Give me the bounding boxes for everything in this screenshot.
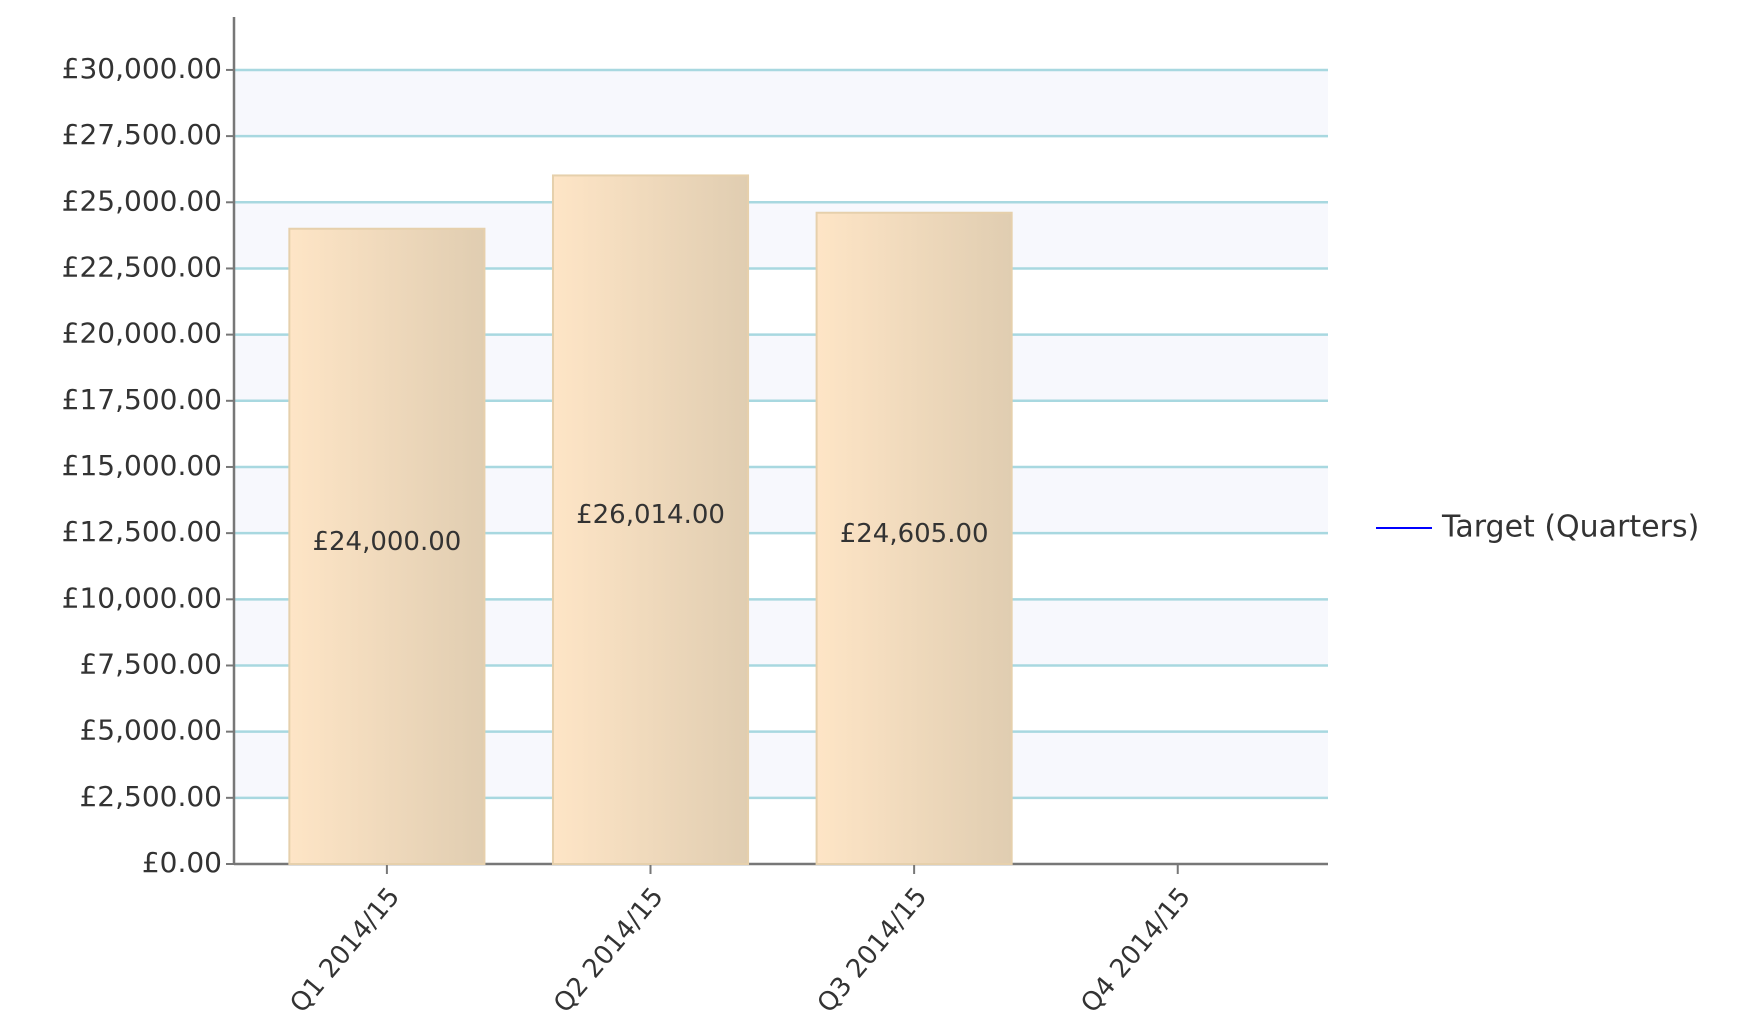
grid-band [234,69,1328,137]
x-tick-label: Q2 2014/15 [548,882,670,1019]
y-tick-label: £25,000.00 [62,184,222,217]
y-tick-label: £5,000.00 [79,714,222,747]
bar [815,211,1013,866]
y-tick-label: £17,500.00 [62,383,222,416]
x-tick-label: Q1 2014/15 [284,882,406,1019]
y-tick-label: £7,500.00 [79,647,222,680]
y-tick-label: £15,000.00 [62,449,222,482]
y-tick-label: £0.00 [142,846,222,879]
y-tick-label: £10,000.00 [62,581,222,614]
y-tick-label: £12,500.00 [62,515,222,548]
y-tick-label: £2,500.00 [79,780,222,813]
value-label: £26,014.00 [576,500,725,530]
x-tick-label: Q3 2014/15 [812,882,934,1019]
legend-label: Target (Quarters) [1441,510,1699,545]
value-label: £24,000.00 [312,527,461,557]
y-tick-label: £20,000.00 [62,317,222,350]
bar [551,174,750,865]
y-tick-label: £22,500.00 [62,250,222,283]
bar [288,227,486,865]
value-label: £24,605.00 [840,519,989,549]
x-tick-label: Q4 2014/15 [1075,882,1197,1019]
y-tick-label: £27,500.00 [62,118,222,151]
y-tick-label: £30,000.00 [62,52,222,85]
